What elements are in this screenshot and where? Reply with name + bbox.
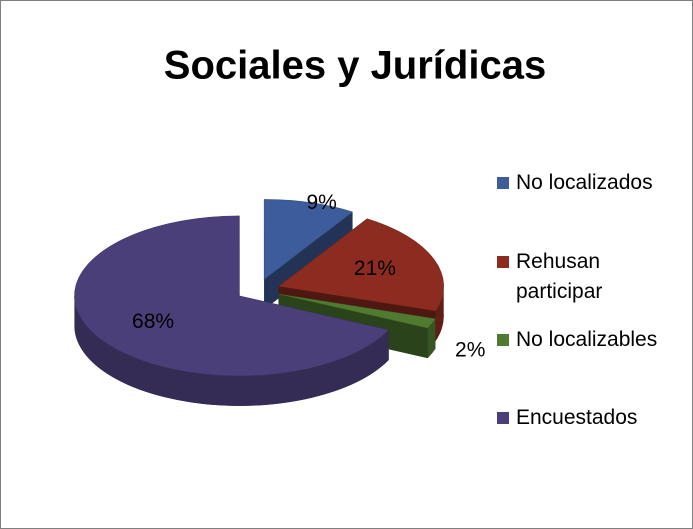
data-label: 21% <box>354 257 396 280</box>
data-label: 9% <box>307 191 337 214</box>
legend-swatch <box>497 177 509 189</box>
legend-swatch <box>497 412 509 424</box>
chart-title: Sociales y Jurídicas <box>164 44 546 88</box>
slice-wall <box>74 295 389 406</box>
legend-label: Rehusan participar <box>516 250 603 303</box>
legend-swatch <box>497 334 509 346</box>
slice-wall <box>427 318 436 359</box>
legend-item: No localizables <box>497 325 687 355</box>
legend-item: Encuestados <box>497 403 687 433</box>
slice <box>74 215 390 377</box>
legend-swatch <box>497 256 509 268</box>
legend-label: No localizables <box>516 328 658 351</box>
legend-item: No localizados <box>497 168 687 198</box>
slice <box>263 199 354 280</box>
slice <box>278 293 436 329</box>
legend-item: Rehusan participar <box>497 247 687 307</box>
slice-wall <box>435 286 444 341</box>
data-label: 68% <box>132 310 174 333</box>
legend-label: No localizados <box>516 171 653 194</box>
slice <box>278 218 444 312</box>
legend-label: Encuestados <box>516 406 638 429</box>
data-label: 2% <box>455 338 485 361</box>
